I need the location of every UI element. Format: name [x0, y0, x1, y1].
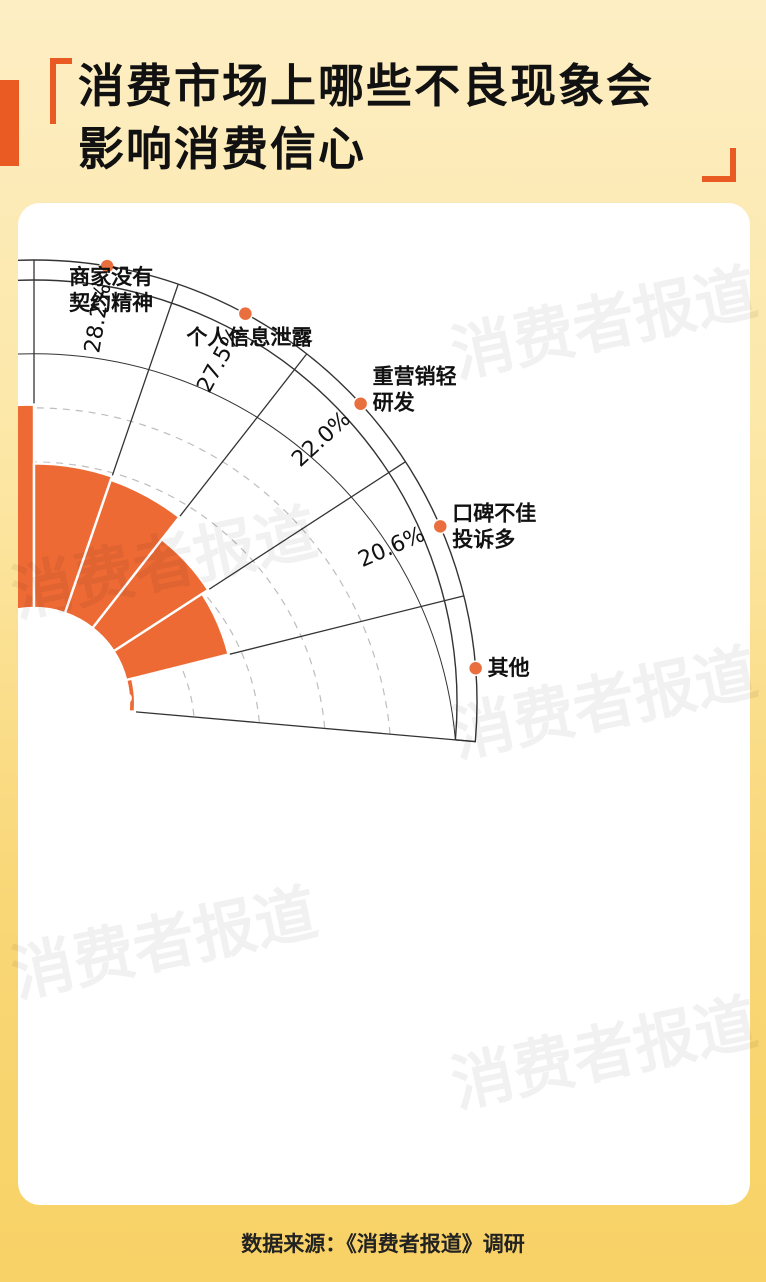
bar: [18, 403, 36, 611]
label-dot: [352, 395, 369, 412]
label-dot: [467, 660, 484, 676]
category-label-line: 口碑不佳: [452, 501, 536, 525]
value-label: 22.0%: [287, 407, 355, 473]
label-dot: [432, 518, 449, 535]
category-label-line: 商家没有: [69, 265, 153, 289]
category-label: 重营销轻研发: [373, 365, 457, 415]
center-hole: [18, 608, 129, 798]
chart-card: 63.7%质量不过关55.6%虚假宣传54.3%价格虚高50.9%假货横行39.…: [5, 203, 763, 1205]
category-label-line: 研发: [373, 391, 416, 415]
title-line-1: 消费市场上哪些不良现象会: [78, 59, 654, 113]
category-label-line: 个人信息泄露: [186, 326, 313, 350]
accent-bar: [0, 80, 19, 166]
title-bracket-right: [702, 148, 736, 182]
radial-bar-chart: 63.7%质量不过关55.6%虚假宣传54.3%价格虚高50.9%假货横行39.…: [18, 258, 536, 798]
chart-title: 消费市场上哪些不良现象会 影响消费信心: [78, 55, 718, 181]
title-line-2: 影响消费信心: [78, 122, 366, 176]
category-label: 其他: [488, 656, 530, 680]
value-label: 1.2%: [76, 683, 134, 712]
label-dot: [237, 305, 254, 322]
category-label: 口碑不佳投诉多: [452, 501, 536, 551]
title-bracket-left: [50, 58, 72, 124]
category-label-line: 重营销轻: [373, 365, 457, 389]
label-dot: [99, 258, 115, 274]
value-label: 20.6%: [355, 522, 429, 573]
data-source: 数据来源：《消费者报道》调研: [241, 1232, 525, 1256]
category-label-line: 其他: [488, 656, 530, 680]
category-label: 个人信息泄露: [186, 326, 313, 350]
category-label-line: 契约精神: [68, 291, 153, 315]
category-label-line: 投诉多: [452, 527, 515, 551]
category-label: 商家没有契约精神: [68, 265, 153, 315]
